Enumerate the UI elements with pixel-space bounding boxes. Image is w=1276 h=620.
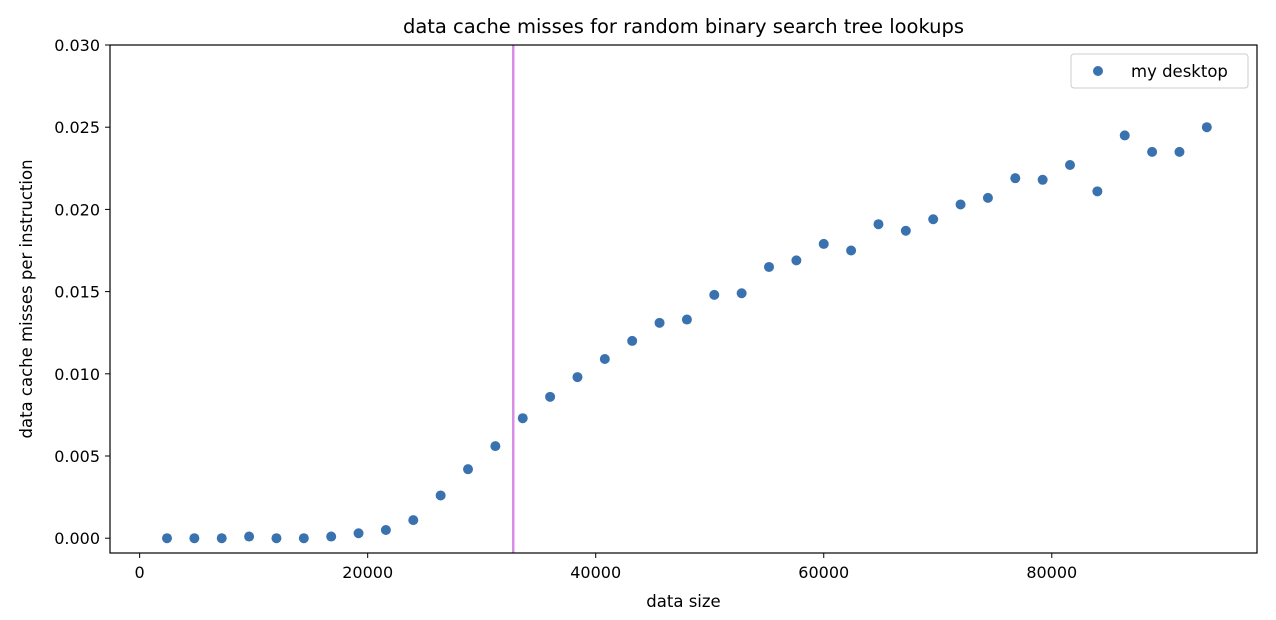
data-point (162, 533, 173, 544)
data-point (709, 289, 720, 300)
data-point (545, 391, 556, 402)
chart-title: data cache misses for random binary sear… (403, 15, 964, 38)
data-point (244, 531, 255, 542)
legend-marker (1093, 66, 1103, 76)
data-point (654, 317, 665, 328)
data-point (1119, 130, 1130, 141)
data-point (955, 199, 966, 210)
y-tick-label: 0.030 (54, 36, 100, 55)
x-axis-label: data size (646, 592, 720, 611)
data-point (572, 372, 583, 383)
data-point (326, 531, 337, 542)
legend-frame (1070, 53, 1249, 89)
data-point (681, 314, 692, 325)
data-point (298, 533, 309, 544)
data-point (408, 515, 419, 526)
y-tick-label: 0.010 (54, 365, 100, 384)
x-tick-label: 20000 (342, 563, 393, 582)
y-axis-label: data cache misses per instruction (17, 159, 36, 438)
data-points (162, 122, 1212, 544)
data-point (463, 464, 474, 475)
data-point (216, 533, 227, 544)
data-point (435, 490, 446, 501)
y-tick-label: 0.025 (54, 118, 100, 137)
data-point (353, 528, 364, 539)
y-tick-label: 0.015 (54, 283, 100, 302)
x-tick-label: 40000 (570, 563, 621, 582)
data-point (928, 214, 939, 225)
data-point (764, 261, 775, 272)
data-point (1201, 122, 1212, 133)
y-axis-ticks: 0.000 0.005 0.010 0.015 0.020 0.025 0.030 (54, 36, 110, 548)
data-point (873, 219, 884, 230)
y-tick-label: 0.005 (54, 447, 100, 466)
data-point (490, 441, 501, 452)
data-point (599, 354, 610, 365)
x-tick-label: 0 (135, 563, 145, 582)
data-point (846, 245, 857, 256)
data-point (189, 533, 200, 544)
data-point (1065, 160, 1076, 171)
data-point (380, 524, 391, 535)
data-point (627, 335, 638, 346)
x-tick-label: 80000 (1026, 563, 1077, 582)
data-point (818, 238, 829, 249)
data-point (1010, 173, 1021, 184)
data-point (517, 413, 528, 424)
data-point (1037, 174, 1048, 185)
data-point (271, 533, 282, 544)
legend: my desktop (1070, 53, 1249, 89)
data-point (1147, 146, 1158, 157)
data-point (982, 192, 993, 203)
plot-frame (109, 44, 1258, 554)
legend-label: my desktop (1131, 62, 1228, 81)
data-point (791, 255, 802, 266)
y-tick-label: 0.000 (54, 529, 100, 548)
data-point (1174, 146, 1185, 157)
data-point (900, 225, 911, 236)
data-point (1092, 186, 1103, 197)
x-axis-ticks: 0 20000 40000 60000 80000 (135, 553, 1077, 582)
x-tick-label: 60000 (798, 563, 849, 582)
data-point (736, 288, 747, 299)
y-tick-label: 0.020 (54, 200, 100, 219)
